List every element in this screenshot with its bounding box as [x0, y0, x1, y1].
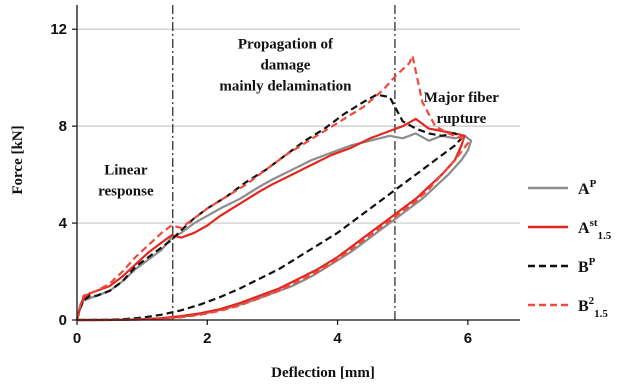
legend-label-3-sup: P: [589, 256, 596, 268]
legend-label-1-sup: P: [590, 178, 597, 190]
grid: [77, 28, 520, 224]
annotation-1: Linear response: [98, 163, 154, 200]
legend-label-4-sub: 1.5: [594, 308, 608, 320]
y-axis-title: Force [kN]: [10, 125, 26, 194]
y-tick-label-4: 4: [59, 215, 68, 232]
x-tick-label-2: 2: [203, 330, 211, 347]
series-line-4: [75, 54, 469, 322]
annotation-2: Propagation of damage mainly delamination: [219, 37, 352, 95]
annotations: Linear response Propagation of damage mainly…: [98, 37, 499, 200]
annotation-3: Major fiber rupture: [424, 90, 499, 127]
legend-label-1: AP: [578, 178, 597, 198]
tick-labels: 0 2 4 6 0 4 8 12: [50, 21, 472, 347]
series-line-3: [75, 93, 463, 322]
y-tick-label-8: 8: [59, 118, 67, 135]
phase-dividers: [172, 5, 396, 320]
axes: [76, 5, 520, 321]
series-line-2: [75, 117, 466, 322]
legend-label-2-sup: st: [590, 217, 598, 229]
legend-label-2-sub: 1.5: [598, 230, 612, 242]
y-tick-label-0: 0: [59, 312, 67, 329]
legend-label-1-base: A: [578, 181, 590, 198]
annotation-2-line-2: damage: [260, 58, 310, 74]
annotation-3-line-1: Major fiber: [424, 90, 499, 106]
series-lines: [75, 54, 473, 322]
annotation-3-line-2: rupture: [437, 111, 487, 127]
annotation-2-line-3: mainly delamination: [219, 79, 352, 95]
legend-label-3-base: B: [578, 259, 589, 276]
x-tick-label-6: 6: [464, 330, 472, 347]
legend-label-3: BP: [578, 256, 596, 276]
x-tick-label-4: 4: [333, 330, 342, 347]
y-tick-label-12: 12: [50, 21, 67, 38]
annotation-1-line-1: Linear: [104, 163, 148, 179]
x-axis-title: Deflection [mm]: [271, 365, 375, 381]
legend-label-4: B21.5: [578, 295, 608, 320]
legend-label-4-base: B: [578, 298, 589, 315]
legend-label-2-base: A: [578, 220, 590, 237]
x-tick-label-0: 0: [73, 330, 81, 347]
annotation-1-line-2: response: [98, 184, 154, 200]
annotation-2-line-1: Propagation of: [238, 37, 334, 53]
legend-label-2: Ast1.5: [578, 217, 612, 242]
legend-label-4-sup: 2: [589, 295, 595, 307]
